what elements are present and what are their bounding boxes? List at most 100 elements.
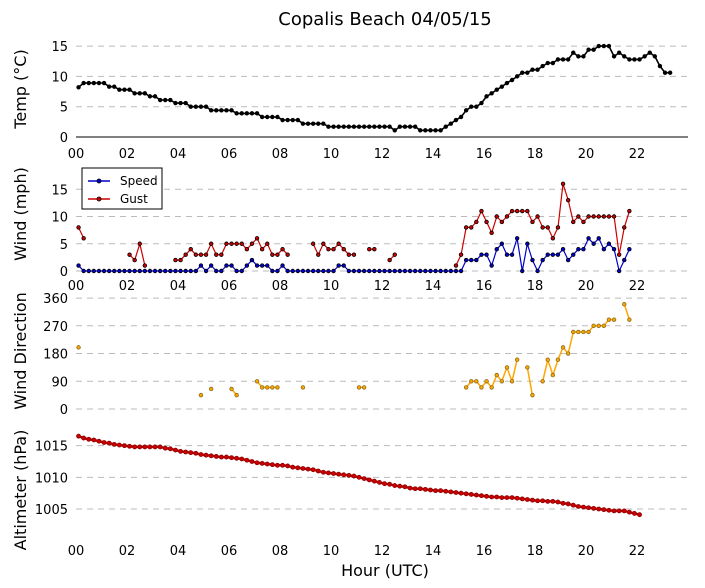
data-point (560, 246, 566, 252)
data-point (96, 80, 102, 86)
data-point (208, 108, 214, 113)
data-point (117, 268, 122, 274)
y-tick-label: 360 (43, 292, 68, 307)
data-point (280, 462, 285, 468)
data-point (81, 435, 87, 441)
y-tick-label: 180 (43, 348, 68, 363)
data-point (91, 268, 97, 274)
data-point (249, 459, 255, 464)
data-point (229, 455, 234, 461)
data-point (428, 128, 433, 133)
data-point (234, 111, 239, 116)
data-point (555, 357, 561, 362)
data-point (331, 124, 336, 129)
data-point (254, 111, 260, 116)
data-point (275, 385, 280, 390)
data-point (122, 87, 127, 92)
data-point (601, 43, 607, 49)
data-point (489, 494, 495, 500)
data-point (397, 268, 403, 274)
data-point (407, 268, 413, 274)
x-tick-label: 10 (323, 279, 340, 294)
data-point (591, 505, 597, 511)
data-point (106, 84, 112, 89)
data-point (269, 462, 275, 468)
data-point (622, 54, 627, 59)
data-point (137, 268, 142, 274)
data-point (259, 460, 265, 466)
data-point (326, 470, 331, 476)
data-point (254, 460, 260, 466)
data-point (555, 252, 561, 257)
data-point (550, 252, 556, 257)
x-tick-label: 10 (323, 544, 340, 559)
data-point (168, 268, 173, 274)
data-point (586, 214, 591, 219)
data-point (509, 495, 515, 501)
data-point (275, 268, 280, 274)
data-point (229, 386, 234, 392)
data-point (387, 268, 392, 274)
legend: Speed Gust (81, 167, 163, 210)
data-point (270, 252, 275, 257)
data-point (407, 485, 413, 491)
panel-altimeter: 1005 1010 1015 Altimeter (hPa) 00 02 04 06 08 10 1… (11, 430, 688, 559)
data-point (157, 268, 163, 274)
data-point (392, 128, 397, 133)
data-point (244, 457, 250, 463)
data-point (178, 268, 183, 274)
data-point (514, 495, 520, 501)
data-point (479, 252, 484, 257)
data-point (453, 268, 459, 274)
data-point (152, 268, 158, 274)
x-tick-label: 12 (374, 544, 391, 559)
data-point (489, 230, 494, 236)
data-point (310, 241, 316, 246)
data-point (341, 246, 346, 252)
data-point (193, 252, 199, 257)
data-point (458, 252, 464, 257)
data-point (127, 252, 132, 257)
data-point (397, 483, 403, 489)
data-point (295, 268, 301, 274)
data-point (173, 447, 178, 453)
data-point (178, 448, 183, 454)
panel-direction: 0 90 180 270 360 Wind Direction (11, 292, 688, 418)
data-point (341, 472, 347, 478)
data-point (285, 117, 290, 123)
x-tick-label: 14 (425, 544, 442, 559)
data-point (418, 268, 423, 274)
data-point (443, 268, 448, 274)
data-point (81, 236, 86, 241)
data-point (244, 263, 250, 268)
data-point (203, 104, 209, 109)
data-point (173, 268, 178, 274)
data-point (545, 225, 550, 230)
data-point (239, 111, 244, 116)
data-point (606, 241, 612, 246)
data-point (101, 268, 107, 274)
data-point (627, 317, 632, 322)
data-point (504, 495, 510, 501)
data-point (627, 57, 632, 62)
data-point (290, 268, 295, 274)
data-point (198, 104, 204, 109)
data-point (412, 486, 418, 492)
data-point (499, 219, 505, 225)
data-point (254, 236, 260, 241)
x-tick-label: 00 (68, 147, 85, 162)
data-point (219, 252, 224, 257)
data-point (525, 241, 530, 246)
data-point (280, 263, 285, 268)
data-point (463, 491, 469, 497)
data-point (550, 372, 556, 378)
data-point (484, 219, 489, 225)
data-point (458, 114, 464, 120)
data-point (422, 486, 428, 492)
data-point (239, 241, 244, 246)
data-point (198, 452, 204, 457)
data-point (433, 128, 438, 133)
data-point (484, 379, 489, 384)
data-point (499, 379, 505, 384)
